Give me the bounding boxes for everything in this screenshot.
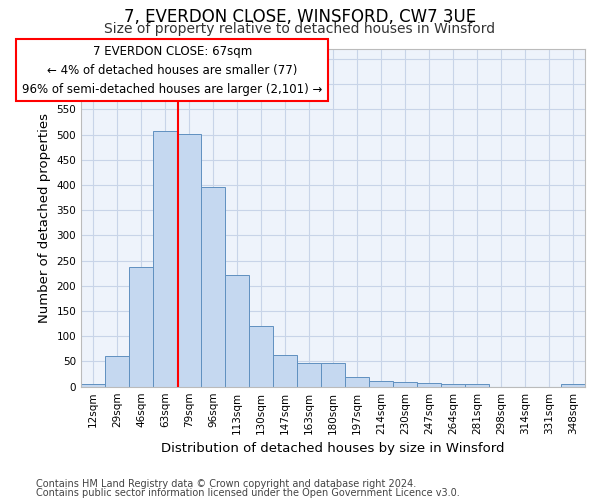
Bar [417,382,441,386]
Bar [153,131,177,386]
Bar [273,356,297,386]
Bar [561,384,585,386]
Bar [249,326,273,386]
Bar [393,382,417,386]
Bar [297,364,321,386]
Text: 7 EVERDON CLOSE: 67sqm
← 4% of detached houses are smaller (77)
96% of semi-deta: 7 EVERDON CLOSE: 67sqm ← 4% of detached … [22,44,322,96]
Bar [345,376,369,386]
Bar [369,380,393,386]
X-axis label: Distribution of detached houses by size in Winsford: Distribution of detached houses by size … [161,442,505,455]
Bar [441,384,465,386]
Bar [321,364,345,386]
Bar [201,187,225,386]
Text: Contains public sector information licensed under the Open Government Licence v3: Contains public sector information licen… [36,488,460,498]
Bar [129,266,153,386]
Y-axis label: Number of detached properties: Number of detached properties [38,113,51,323]
Text: 7, EVERDON CLOSE, WINSFORD, CW7 3UE: 7, EVERDON CLOSE, WINSFORD, CW7 3UE [124,8,476,26]
Text: Size of property relative to detached houses in Winsford: Size of property relative to detached ho… [104,22,496,36]
Bar [105,356,129,386]
Bar [465,384,489,386]
Bar [225,274,249,386]
Bar [177,134,201,386]
Bar [81,384,105,386]
Text: Contains HM Land Registry data © Crown copyright and database right 2024.: Contains HM Land Registry data © Crown c… [36,479,416,489]
